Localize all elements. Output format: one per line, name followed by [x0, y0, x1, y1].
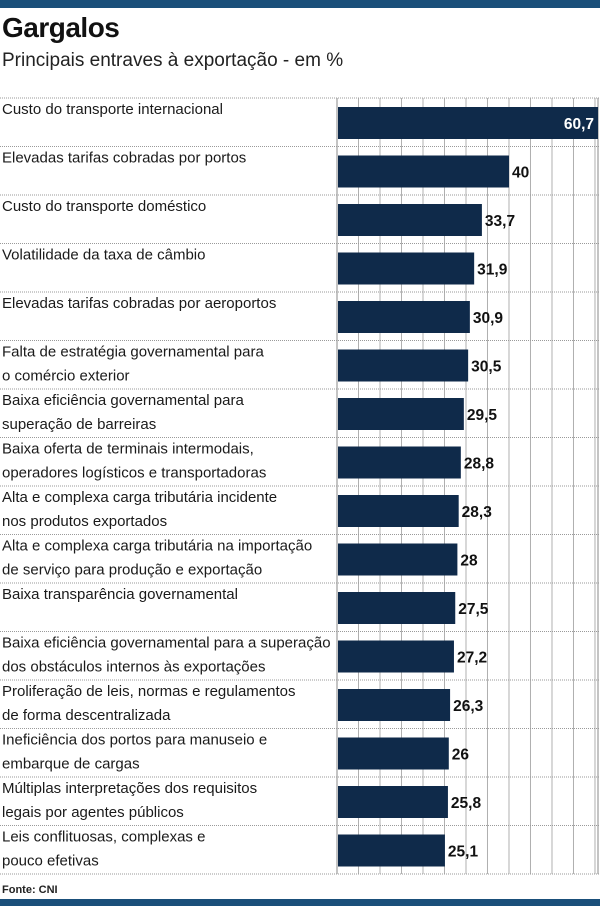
- category-label-line: Proliferação de leis, normas e regulamen…: [2, 683, 295, 700]
- bar: [338, 155, 509, 188]
- category-label-line: Falta de estratégia governamental para: [2, 344, 264, 361]
- category-label-line: dos obstáculos internos às exportações: [2, 659, 266, 676]
- category-label: Alta e complexa carga tributária na impo…: [2, 538, 312, 579]
- value-label: 31,9: [477, 262, 508, 279]
- category-label-line: Baixa transparência governamental: [2, 586, 238, 603]
- value-label: 40: [512, 165, 529, 182]
- category-label: Baixa eficiência governamental para super…: [2, 392, 244, 433]
- value-label: 27,2: [457, 650, 487, 667]
- bar: [338, 398, 464, 430]
- value-label: 26: [452, 747, 470, 764]
- category-label-line: de serviço para produção e exportação: [2, 562, 262, 579]
- category-label-line: o comércio exterior: [2, 368, 130, 385]
- bar: [338, 204, 482, 236]
- bottom-accent-bar: [0, 899, 600, 906]
- value-label: 30,5: [471, 359, 502, 376]
- bar: [338, 543, 458, 576]
- category-label: Baixa eficiência governamental para a su…: [2, 635, 331, 676]
- category-label: Elevadas tarifas cobradas por portos: [2, 150, 246, 167]
- bar: [338, 737, 449, 770]
- value-label: 28,3: [462, 504, 493, 521]
- bar: [338, 786, 448, 818]
- chart-title: Gargalos: [2, 12, 120, 43]
- category-label: Falta de estratégia governamental para o …: [2, 344, 264, 385]
- category-label: Baixa oferta de terminais intermodais, op…: [2, 441, 266, 482]
- category-label-line: Baixa eficiência governamental para a su…: [2, 635, 331, 652]
- category-label: Alta e complexa carga tributária inciden…: [2, 489, 277, 530]
- category-label-line: Custo do transporte doméstico: [2, 198, 206, 215]
- category-label: Baixa transparência governamental: [2, 586, 238, 603]
- category-label-line: embarque de cargas: [2, 756, 140, 773]
- value-label: 26,3: [453, 698, 484, 715]
- category-label-line: superação de barreiras: [2, 416, 156, 433]
- bar-chart: Custo do transporte internacional 60,7 Ele…: [0, 97, 600, 875]
- value-label: 29,5: [467, 407, 498, 424]
- bar: [338, 107, 598, 139]
- value-label: 25,8: [451, 795, 482, 812]
- top-accent-bar: [0, 0, 600, 8]
- category-label-line: Leis conflituosas, complexas e: [2, 829, 205, 846]
- value-label: 28: [460, 553, 478, 570]
- bar: [338, 640, 454, 673]
- category-label: Custo do transporte internacional: [2, 101, 223, 118]
- category-label: Múltiplas interpretações dos requisitos l…: [2, 780, 257, 821]
- category-label-line: pouco efetivas: [2, 853, 99, 870]
- bar: [338, 252, 475, 285]
- category-label-line: nos produtos exportados: [2, 513, 167, 530]
- bar: [338, 495, 459, 527]
- value-label: 28,8: [464, 456, 495, 473]
- bar: [338, 301, 470, 333]
- source-note: Fonte: CNI: [2, 884, 58, 896]
- bar: [338, 349, 469, 382]
- category-label-line: de forma descentralizada: [2, 707, 171, 724]
- bar: [338, 689, 451, 721]
- value-label: 25,1: [448, 844, 479, 861]
- category-label: Proliferação de leis, normas e regulamen…: [2, 683, 295, 724]
- category-label-line: Elevadas tarifas cobradas por portos: [2, 150, 246, 167]
- category-label-line: Volatilidade da taxa de câmbio: [2, 247, 205, 264]
- bar: [338, 834, 445, 867]
- category-label-line: operadores logísticos e transportadoras: [2, 465, 266, 482]
- category-label-line: Alta e complexa carga tributária na impo…: [2, 538, 312, 555]
- chart-subtitle: Principais entraves à exportação - em %: [2, 50, 344, 71]
- bar: [338, 592, 456, 624]
- category-label: Elevadas tarifas cobradas por aeroportos: [2, 295, 276, 312]
- category-label-line: Múltiplas interpretações dos requisitos: [2, 780, 257, 797]
- category-label-line: legais por agentes públicos: [2, 804, 184, 821]
- bar: [338, 446, 461, 479]
- value-label: 27,5: [458, 601, 489, 618]
- category-label-line: Elevadas tarifas cobradas por aeroportos: [2, 295, 276, 312]
- value-label: 60,7: [564, 116, 594, 133]
- category-label-line: Baixa oferta de terminais intermodais,: [2, 441, 254, 458]
- category-label-line: Ineficiência dos portos para manuseio e: [2, 732, 267, 749]
- category-label: Leis conflituosas, complexas e pouco efet…: [2, 829, 205, 870]
- category-label: Ineficiência dos portos para manuseio e e…: [2, 732, 267, 773]
- category-label: Volatilidade da taxa de câmbio: [2, 247, 205, 264]
- category-label: Custo do transporte doméstico: [2, 198, 206, 215]
- category-label-line: Baixa eficiência governamental para: [2, 392, 244, 409]
- category-label-line: Custo do transporte internacional: [2, 101, 223, 118]
- category-label-line: Alta e complexa carga tributária inciden…: [2, 489, 277, 506]
- value-label: 30,9: [473, 310, 504, 327]
- value-label: 33,7: [485, 213, 515, 230]
